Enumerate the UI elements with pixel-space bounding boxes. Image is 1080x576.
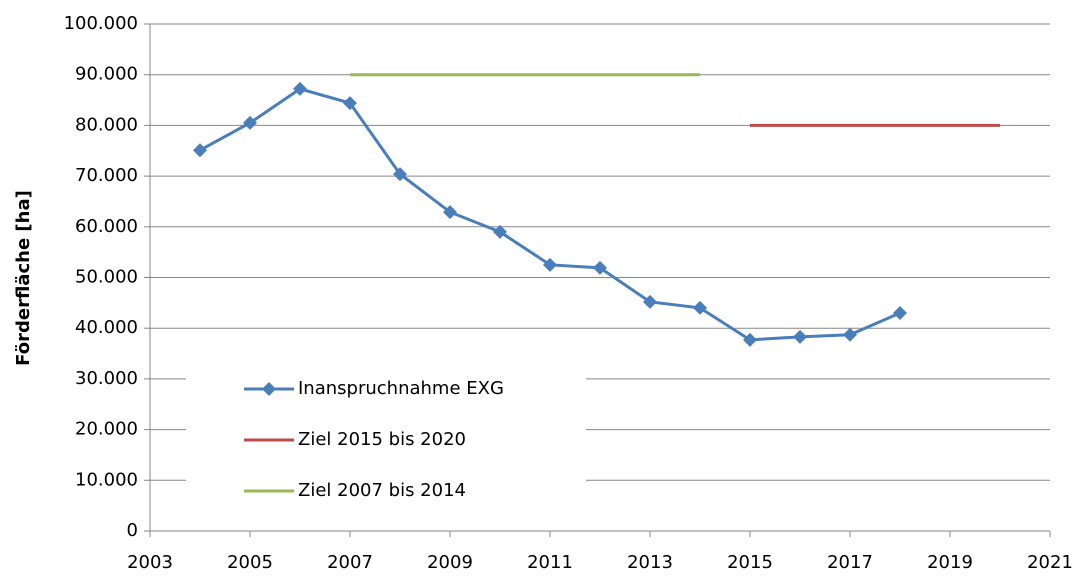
point-marker: [893, 305, 907, 320]
y-tick-label: 10.000: [75, 469, 138, 490]
y-tick-label: 0: [127, 520, 138, 541]
point-marker: [843, 327, 857, 342]
legend-label: Ziel 2015 bis 2020: [298, 429, 466, 450]
point-marker: [443, 205, 457, 220]
point-marker: [243, 115, 257, 130]
x-tick-label: 2021: [1027, 552, 1073, 573]
y-tick-label: 50.000: [75, 267, 138, 288]
y-axis-label: Förderfläche [ha]: [13, 190, 34, 366]
point-marker: [393, 167, 407, 182]
x-tick-label: 2011: [527, 552, 573, 573]
point-marker: [493, 224, 507, 239]
y-tick-label: 80.000: [75, 114, 138, 135]
x-tick-label: 2013: [627, 552, 673, 573]
point-marker: [543, 257, 557, 272]
x-tick-label: 2009: [427, 552, 473, 573]
point-marker: [343, 96, 357, 111]
point-marker: [293, 81, 307, 96]
y-tick-label: 90.000: [75, 64, 138, 85]
point-marker: [693, 300, 707, 315]
x-tick-label: 2007: [327, 552, 373, 573]
legend-label: Ziel 2007 bis 2014: [298, 480, 466, 501]
x-tick-label: 2003: [127, 552, 173, 573]
point-marker: [743, 332, 757, 347]
y-tick-label: 20.000: [75, 419, 138, 440]
point-marker: [643, 294, 657, 309]
y-tick-label: 30.000: [75, 368, 138, 389]
x-tick-label: 2005: [227, 552, 273, 573]
point-marker: [193, 143, 207, 158]
x-tick-label: 2017: [827, 552, 873, 573]
legend-label: Inanspruchnahme EXG: [298, 378, 504, 399]
x-tick-label: 2019: [927, 552, 973, 573]
x-tick-label: 2015: [727, 552, 773, 573]
legend-marker: [262, 382, 276, 396]
point-marker: [593, 260, 607, 275]
y-tick-label: 40.000: [75, 317, 138, 338]
y-tick-label: 100.000: [64, 13, 138, 34]
point-marker: [793, 329, 807, 344]
y-tick-label: 70.000: [75, 165, 138, 186]
y-tick-label: 60.000: [75, 216, 138, 237]
